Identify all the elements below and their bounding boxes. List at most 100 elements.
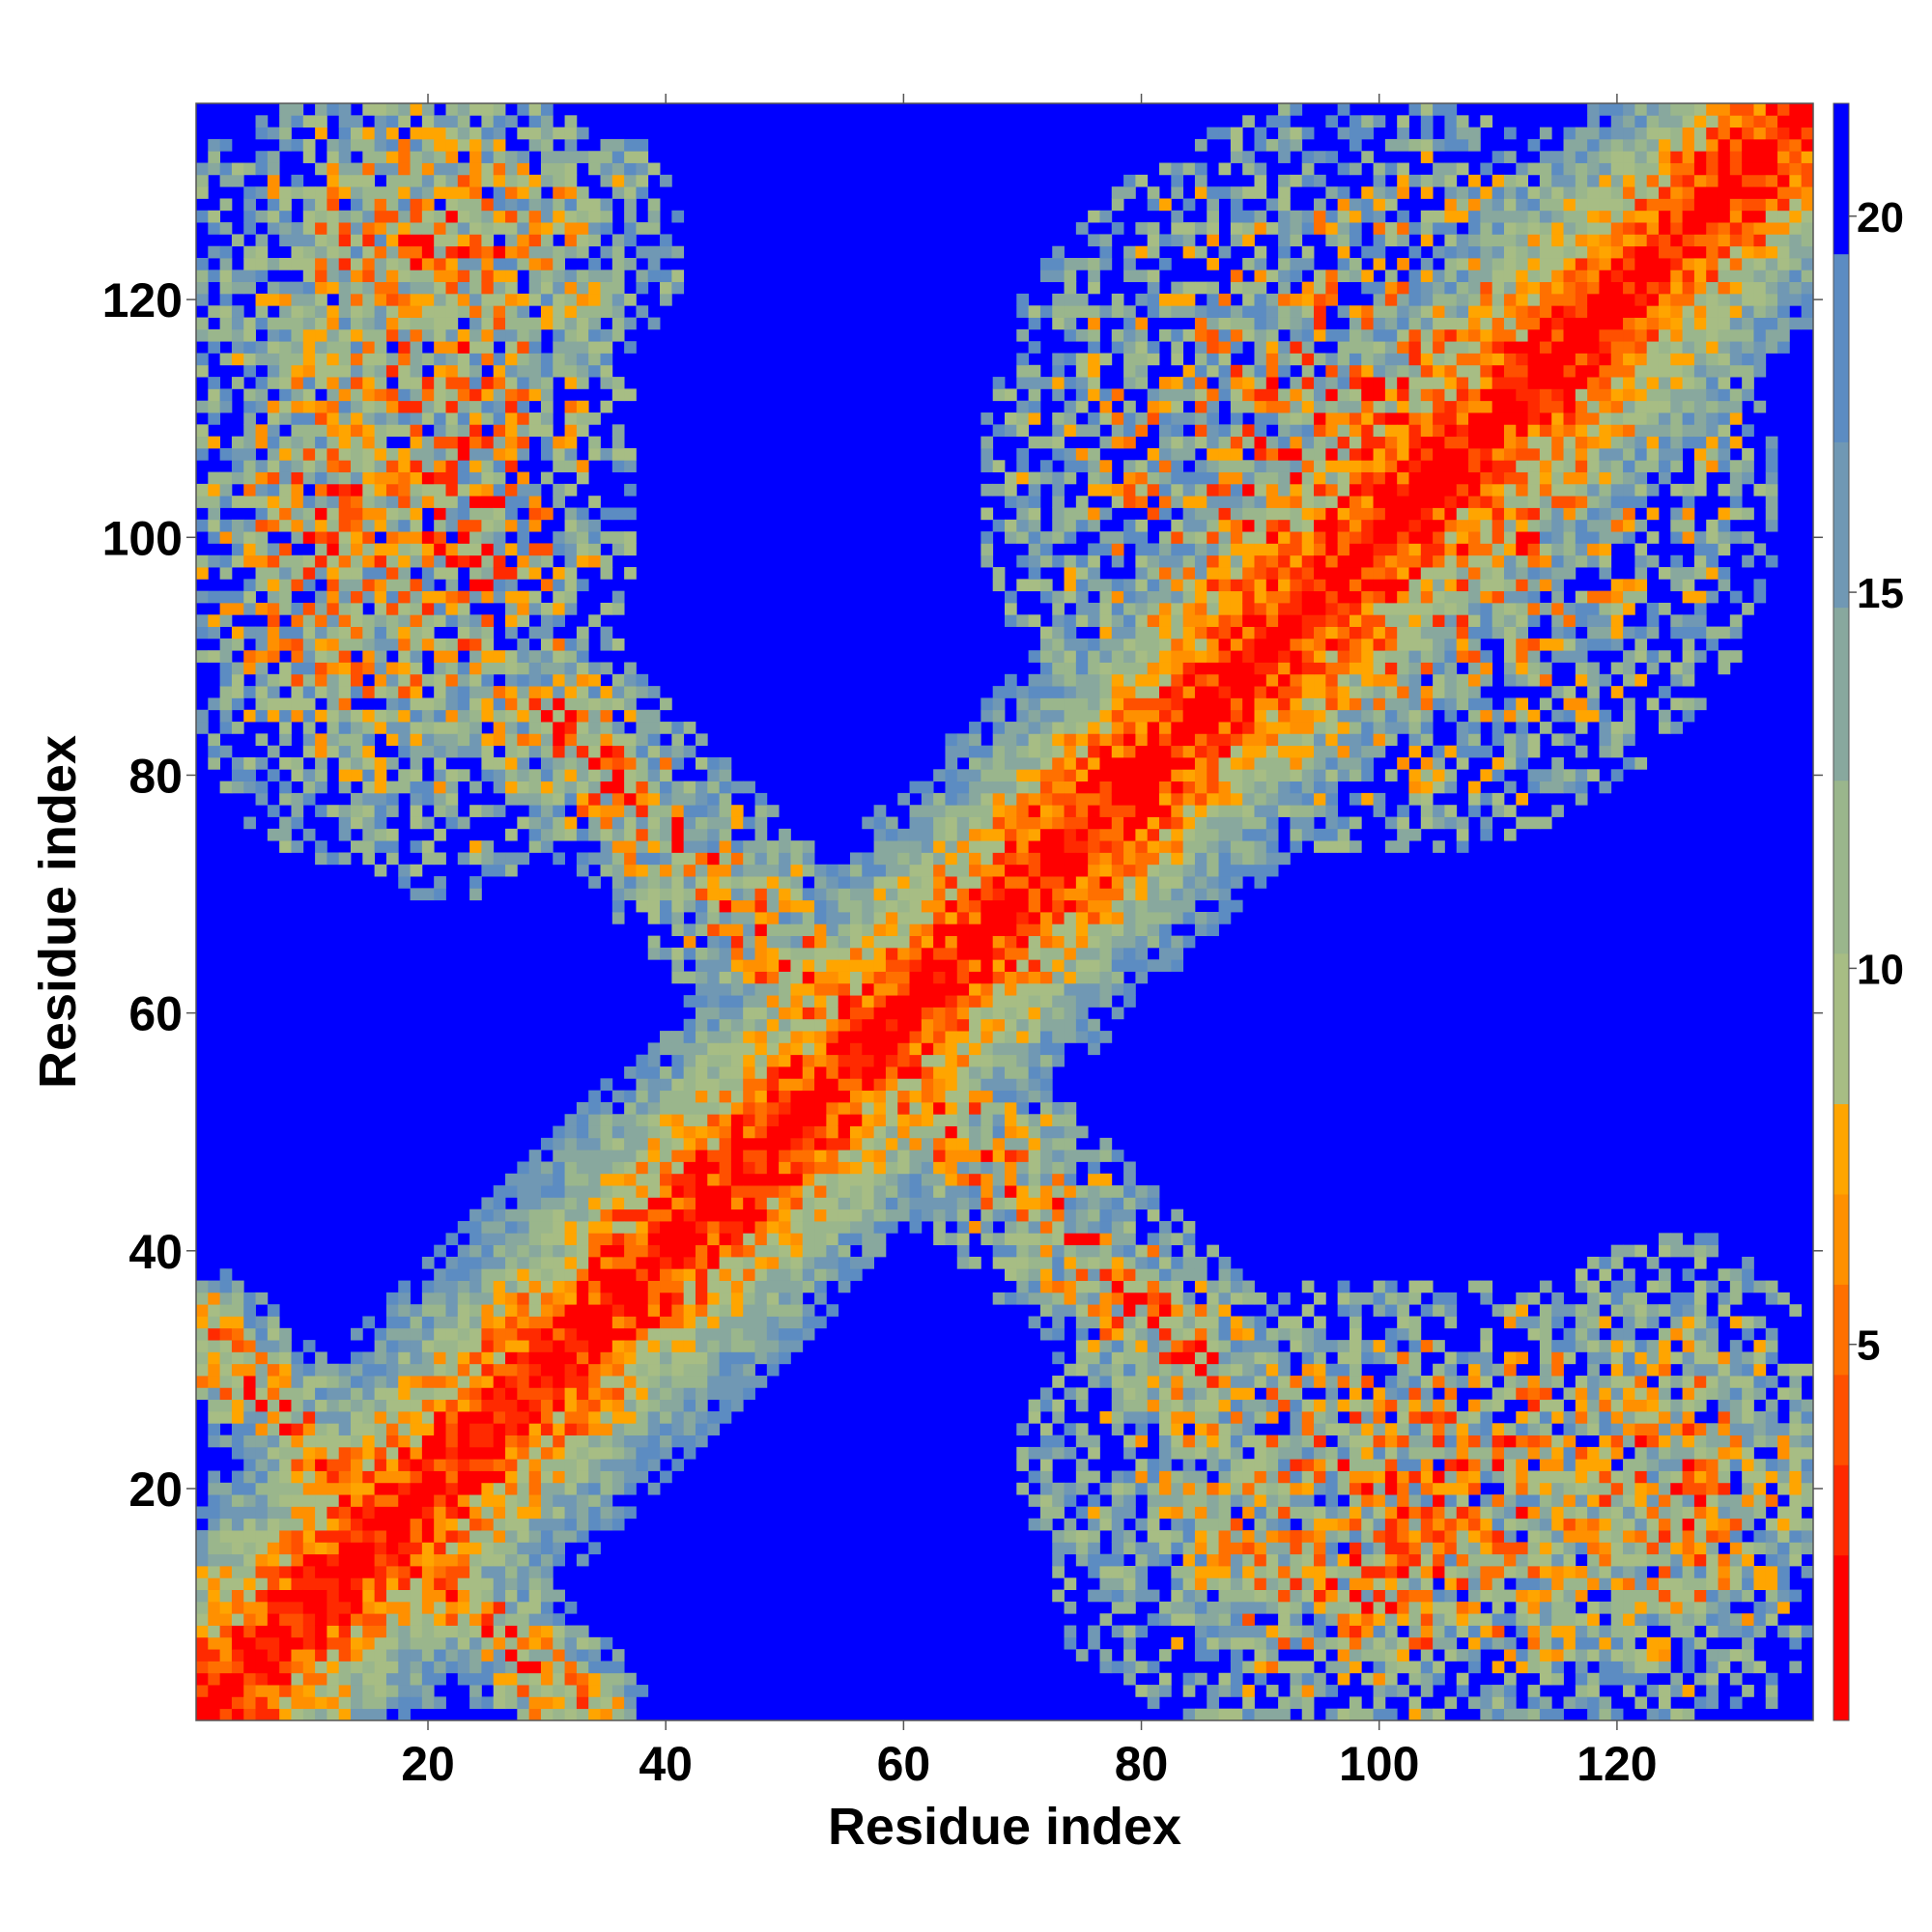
heatmap-cell [636,1161,649,1175]
heatmap-cell [243,424,256,438]
heatmap-cell [743,1042,755,1056]
heatmap-cell [707,1363,720,1377]
heatmap-cell [600,828,613,841]
heatmap-cell [338,769,352,781]
heatmap-cell [624,1208,637,1222]
heatmap-cell [909,959,923,972]
heatmap-cell [385,638,399,651]
heatmap-cell [540,1446,554,1460]
heatmap-cell [611,1316,625,1329]
heatmap-cell [624,1363,637,1377]
heatmap-cell [291,186,304,199]
heatmap-cell [338,697,352,711]
heatmap-cell [553,162,565,176]
heatmap-cell [897,864,910,877]
heatmap-cell [410,1410,423,1424]
heatmap-cell [457,1410,470,1424]
heatmap-cell [243,1399,256,1412]
heatmap-cell [707,1161,720,1175]
heatmap-cell [385,686,399,698]
heatmap-cell [469,1661,482,1674]
heatmap-cell [517,792,530,806]
heatmap-cell [1016,912,1030,924]
heatmap-cell [647,1351,661,1365]
heatmap-cell [398,281,411,295]
heatmap-cell [1039,971,1053,984]
heatmap-cell [291,519,304,532]
heatmap-cell [279,210,292,223]
heatmap-cell [1016,1114,1030,1126]
heatmap-cell [553,151,565,163]
heatmap-cell [445,602,459,615]
heatmap-cell [695,1221,708,1234]
heatmap-cell [481,1506,495,1520]
heatmap-cell [588,258,601,270]
heatmap-cell [647,805,661,817]
heatmap-cell [814,1137,827,1151]
heatmap-cell [647,1256,661,1269]
heatmap-cell [766,1316,780,1329]
heatmap-cell [208,1340,221,1352]
heatmap-cell [469,234,482,247]
heatmap-cell [445,317,459,330]
heatmap-cell [315,258,327,270]
heatmap-cell [243,1649,256,1662]
heatmap-cell [611,1197,625,1210]
heatmap-cell [267,496,280,508]
heatmap-cell [660,1304,672,1317]
heatmap-cell [374,496,387,508]
heatmap-cell [980,1101,994,1115]
heatmap-cell [743,1125,755,1139]
heatmap-cell [588,1363,601,1377]
heatmap-cell [730,971,744,984]
heatmap-cell [517,496,530,508]
heatmap-cell [743,1114,755,1126]
heatmap-cell [802,1208,815,1222]
heatmap-cell [862,1197,874,1210]
heatmap-cell [921,982,934,996]
heatmap-cell [219,1542,233,1555]
heatmap-cell [255,377,269,389]
heatmap-cell [481,447,495,461]
heatmap-cell [945,1173,958,1186]
heatmap-cell [540,1506,554,1520]
heatmap-cell [493,1399,506,1412]
heatmap-cell [1016,554,1030,568]
heatmap-cell [992,792,1006,806]
heatmap-cell [624,1221,637,1234]
heatmap-cell [564,353,578,366]
heatmap-cell [969,1197,981,1210]
heatmap-cell [1028,1410,1041,1424]
heatmap-cell [445,781,459,794]
heatmap-cell [469,567,482,580]
heatmap-cell [231,1613,244,1626]
heatmap-cell [588,198,601,212]
heatmap-cell [671,722,685,734]
heatmap-cell [754,816,768,830]
heatmap-cell [505,1696,518,1710]
heatmap-cell [540,1173,554,1186]
heatmap-cell [351,1363,363,1377]
heatmap-cell [540,1363,554,1377]
heatmap-cell [779,876,791,889]
heatmap-cell [327,138,340,152]
heatmap-cell [969,1161,981,1175]
heatmap-cell [683,1221,696,1234]
heatmap-cell [826,1208,839,1222]
heatmap-cell [671,1363,685,1377]
heatmap-cell [849,1125,863,1139]
heatmap-cell [1039,947,1053,960]
heatmap-cell [362,1661,376,1674]
heatmap-cell [564,186,578,199]
heatmap-cell [505,328,518,342]
heatmap-cell [493,709,506,723]
heatmap-cell [564,1292,578,1305]
heatmap-cell [707,1185,720,1198]
heatmap-cell [208,328,221,342]
heatmap-cell [410,424,423,438]
heatmap-cell [243,436,256,449]
heatmap-cell [410,1399,423,1412]
heatmap-cell [243,1518,256,1531]
heatmap-cell [231,317,244,330]
heatmap-cell [327,733,340,747]
